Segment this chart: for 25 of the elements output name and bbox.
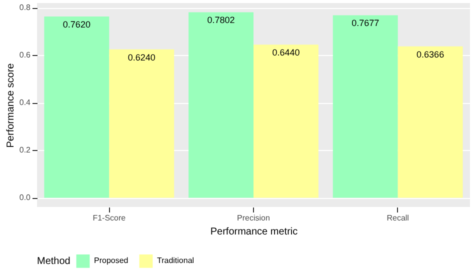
x-tick-label: Precision	[237, 214, 270, 222]
data-label: 0.7677	[352, 18, 380, 28]
bar	[398, 46, 463, 198]
data-label: 0.6440	[272, 48, 300, 58]
x-tick-label: F1-Score	[92, 214, 126, 222]
bar	[109, 49, 174, 198]
data-label: 0.6366	[416, 49, 444, 60]
data-label: 0.7620	[62, 20, 90, 30]
y-tick-label: 0.4	[19, 98, 32, 108]
bar	[254, 44, 318, 198]
bar	[188, 12, 254, 198]
legend-title: Method	[37, 256, 70, 267]
y-tick-label: 0.2	[19, 146, 32, 155]
legend-label: Traditional	[157, 256, 194, 266]
data-label: 0.6240	[128, 52, 156, 62]
y-tick-label: 0.8	[19, 3, 32, 12]
bar	[44, 16, 110, 198]
bar	[332, 15, 398, 198]
y-tick-label: 0.0	[19, 193, 32, 202]
x-axis-title: Performance metric	[210, 226, 298, 238]
x-tick-label: Recall	[386, 214, 410, 222]
legend-label: Proposed	[94, 256, 128, 266]
y-tick-label: 0.6	[19, 50, 32, 60]
y-axis-title: Performance score	[5, 62, 16, 148]
data-label: 0.7802	[207, 15, 235, 26]
